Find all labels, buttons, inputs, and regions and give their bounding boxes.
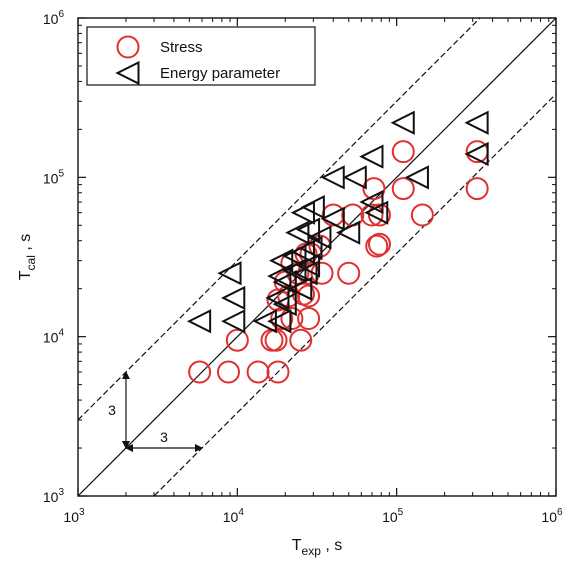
point-energy-parameter-6: [272, 292, 297, 317]
point-energy-parameter-30: [404, 165, 429, 190]
y-tick-label-0: 103: [43, 487, 65, 505]
point-energy-parameter-20: [307, 225, 332, 250]
point-stress-28: [360, 203, 384, 227]
x-tick-label-2: 105: [382, 507, 404, 525]
data-points: [186, 110, 489, 384]
point-energy-parameter-4: [221, 285, 246, 311]
point-energy-parameter-25: [364, 200, 389, 225]
point-energy-parameter-26: [359, 189, 384, 215]
point-energy-parameter-0: [186, 309, 212, 334]
point-stress-3: [266, 360, 290, 384]
point-stress-0: [188, 360, 212, 384]
legend-circle-marker: [116, 35, 140, 59]
point-stress-4: [225, 328, 249, 352]
point-energy-parameter-18: [285, 220, 310, 245]
point-energy-parameter-24: [320, 206, 345, 231]
point-stress-2: [246, 360, 270, 384]
x-tick-label-0: 103: [63, 507, 85, 525]
point-energy-parameter-29: [359, 144, 384, 169]
point-energy-parameter-22: [290, 200, 315, 225]
point-energy-parameter-7: [217, 261, 242, 286]
point-energy-parameter-23: [300, 195, 325, 220]
point-stress-19: [337, 261, 361, 285]
y-axis-title: Tcal , s: [17, 234, 38, 280]
point-stress-33: [465, 177, 489, 201]
point-energy-parameter-3: [267, 309, 292, 334]
legend-triangle-marker: [115, 60, 140, 86]
point-energy-parameter-14: [298, 235, 323, 261]
legend-label-stress: Stress: [160, 39, 203, 56]
plot-frame: [77, 17, 557, 497]
y-tick-label-3: 106: [43, 9, 65, 27]
point-energy-parameter-16: [288, 276, 313, 301]
point-stress-30: [410, 203, 434, 227]
point-energy-parameter-27: [320, 165, 345, 190]
reference-line-y-3x-1: [78, 18, 481, 421]
point-energy-parameter-2: [252, 309, 277, 334]
y-tick-label-2: 105: [43, 168, 65, 186]
point-energy-parameter-8: [267, 263, 292, 289]
point-stress-18: [310, 261, 334, 285]
point-stress-14: [297, 284, 321, 308]
point-energy-parameter-31: [390, 110, 415, 135]
point-stress-31: [362, 177, 386, 201]
point-stress-32: [391, 177, 415, 201]
point-energy-parameter-21: [335, 220, 361, 245]
point-energy-parameter-1: [221, 309, 246, 334]
point-energy-parameter-15: [272, 269, 297, 295]
x-tick-label-3: 106: [541, 507, 563, 525]
series-energy-parameter: [186, 110, 489, 334]
x-tick-label-1: 104: [223, 507, 245, 525]
point-energy-parameter-33: [464, 141, 489, 167]
point-stress-1: [216, 360, 240, 384]
point-energy-parameter-32: [464, 110, 489, 135]
point-stress-10: [297, 307, 321, 331]
ratio-label-vertical: 3: [108, 402, 116, 418]
legend: Stress Energy parameter: [86, 26, 316, 86]
legend-label-energy-parameter: Energy parameter: [160, 65, 280, 82]
series-stress: [188, 140, 489, 384]
legend-marker-stress: [116, 35, 140, 59]
point-stress-25: [367, 232, 391, 256]
ratio-label-horizontal: 3: [160, 429, 168, 445]
point-energy-parameter-17: [295, 253, 321, 278]
point-stress-9: [280, 307, 304, 331]
y-axis-ticks: 103 104 105 106: [43, 9, 556, 505]
point-stress-26: [321, 203, 345, 227]
y-tick-label-1: 104: [43, 328, 65, 346]
x-axis-title: Texp , s: [292, 537, 342, 558]
ratio-annotations: 33: [108, 371, 203, 453]
reference-line-y-x-3-2: [153, 93, 556, 496]
legend-box: [86, 26, 316, 86]
point-energy-parameter-19: [295, 217, 321, 242]
x-axis-ticks: 103 104 105 106: [63, 18, 563, 525]
point-stress-7: [289, 328, 313, 352]
legend-marker-energy-parameter: [115, 60, 140, 86]
point-energy-parameter-28: [342, 165, 367, 190]
point-stress-24: [365, 234, 389, 258]
point-stress-34: [391, 140, 415, 164]
